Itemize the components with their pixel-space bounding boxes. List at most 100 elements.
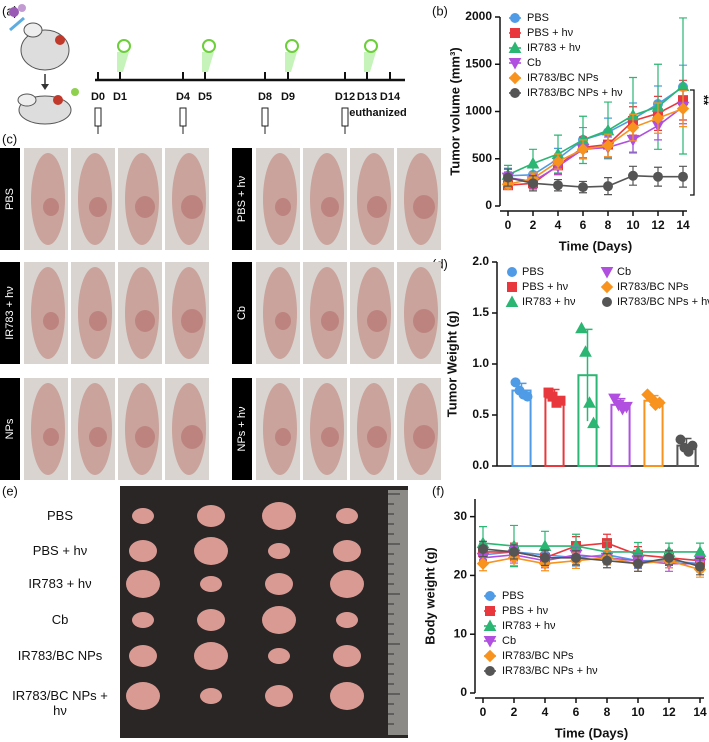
legend-label: PBS + hν (522, 281, 569, 293)
y-tick-label: 1500 (465, 56, 492, 70)
tumor (43, 312, 59, 330)
light-beam (285, 52, 297, 72)
lamp (202, 39, 216, 53)
x-tick-label: 12 (662, 705, 676, 719)
legend-label: IR783/BC NPs (527, 72, 599, 84)
tumor-group-label: PBS (46, 508, 73, 523)
tumor (135, 310, 155, 332)
group-label: IR783 + hν (4, 286, 16, 340)
tumor (262, 606, 296, 634)
legend-label: Cb (527, 57, 541, 69)
marker (695, 561, 705, 572)
y-tick-label: 30 (454, 509, 468, 523)
tumor (135, 196, 155, 218)
tumor (336, 508, 358, 524)
group-label: PBS (4, 188, 16, 210)
lamp (285, 39, 299, 53)
tumor (43, 198, 59, 216)
y-tick-label: 10 (454, 626, 468, 640)
y-tick-label: 2.0 (472, 254, 489, 268)
tumor (181, 309, 203, 333)
group-label-box (232, 148, 252, 250)
group-label: NPs (4, 418, 16, 439)
group-label: Cb (236, 306, 248, 320)
day-label: D1 (113, 91, 127, 103)
y-tick-label: 1.0 (472, 356, 489, 370)
legend-marker (510, 88, 520, 98)
tumor (181, 425, 203, 449)
legend-label: IR783/BC NPs + hν (617, 296, 709, 308)
group-label-box (0, 148, 20, 250)
tumor (132, 508, 154, 524)
tumor (197, 609, 225, 631)
day-label: D14 (380, 91, 401, 103)
x-tick-label: 4 (555, 218, 562, 232)
tumor (367, 196, 387, 218)
series-line (482, 548, 701, 568)
legend-label: PBS (527, 12, 549, 24)
legend-label: Cb (502, 635, 516, 647)
marker (633, 558, 643, 569)
tumor (135, 426, 155, 448)
tumor (268, 648, 290, 664)
tumor (321, 427, 339, 447)
x-tick-label: 14 (693, 705, 707, 719)
marker (678, 171, 688, 182)
legend-marker (510, 28, 520, 38)
x-axis-title: Time (Days) (559, 238, 632, 253)
marker (555, 395, 566, 406)
tumor-group-label: PBS + hν (32, 543, 88, 558)
legend-label: IR783/BC NPs (502, 650, 574, 662)
marker (522, 391, 533, 402)
marker (653, 171, 663, 182)
tumor (336, 612, 358, 628)
arrow-head (41, 84, 49, 90)
tumor (265, 685, 293, 707)
legend-marker (483, 619, 497, 631)
y-axis-title: Tumor volume (mm³) (447, 47, 462, 175)
marker (602, 555, 612, 566)
significance-mark: ** (697, 95, 709, 106)
y-tick-label: 0.0 (472, 458, 489, 472)
legend-label: IR783/BC NPs + hν (502, 665, 598, 677)
x-tick-label: 2 (530, 218, 537, 232)
tumor (333, 540, 361, 562)
day-label: D9 (281, 91, 295, 103)
y-tick-label: 1000 (465, 104, 492, 118)
legend-marker (505, 295, 519, 307)
bar (511, 389, 532, 467)
marker (601, 139, 615, 152)
marker (526, 156, 540, 169)
tumor (275, 428, 291, 446)
legend-marker (507, 267, 517, 277)
bar (544, 396, 565, 467)
y-axis-title: Body weight (g) (422, 547, 437, 645)
light-beam (117, 52, 129, 72)
group-label: NPs + hν (236, 406, 248, 451)
tumor (181, 195, 203, 219)
tumor-group-label: IR783 + hν (28, 576, 92, 591)
legend-marker (483, 649, 497, 663)
x-tick-label: 8 (605, 218, 612, 232)
marker (509, 546, 519, 557)
tumor (275, 312, 291, 330)
day-label: D4 (176, 91, 191, 103)
tumor (89, 311, 107, 331)
x-tick-label: 10 (631, 705, 645, 719)
day-label: D8 (258, 91, 272, 103)
legend-label: PBS + hν (527, 27, 574, 39)
tumor (194, 537, 228, 565)
legend-label: PBS + hν (502, 605, 549, 617)
tumor (321, 197, 339, 217)
tumor (268, 543, 290, 559)
legend-marker (485, 606, 495, 616)
x-axis-title: Time (Days) (555, 725, 628, 740)
legend-label: IR783 + hν (527, 42, 581, 54)
marker (626, 121, 640, 134)
marker (583, 396, 596, 408)
marker (571, 552, 581, 563)
panel-label: (e) (2, 483, 18, 498)
light-beam (364, 52, 376, 72)
marker (603, 181, 613, 192)
marker (687, 440, 698, 451)
